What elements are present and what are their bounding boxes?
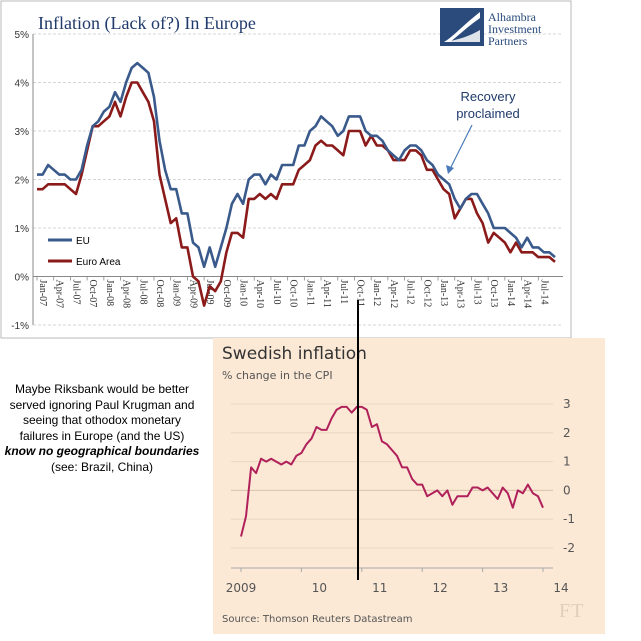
ft-y-tick-label: 2 bbox=[563, 426, 571, 440]
ft-x-tick-label: 14 bbox=[553, 581, 568, 595]
ft-x-tick-label: 12 bbox=[433, 581, 448, 595]
legend-euro-area-label: Euro Area bbox=[76, 257, 121, 268]
x-tick-label: Jan-10 bbox=[238, 280, 249, 307]
x-tick-label: Jan-07 bbox=[37, 280, 48, 307]
chart-frame bbox=[0, 0, 572, 339]
x-tick-label: Apr-08 bbox=[121, 280, 132, 309]
x-tick-label: Apr-13 bbox=[455, 280, 466, 309]
x-tick-label: Apr-12 bbox=[388, 280, 399, 309]
commentary-tail: (see: Brazil, China) bbox=[50, 459, 154, 474]
series-eu bbox=[37, 61, 556, 269]
x-tick-label: Oct-10 bbox=[288, 280, 299, 308]
eu-inflation-chart: 5% 4% 3% 2% 1% 0% -1% Jan-07 Apr-07 Jul-07 Oct-07… bbox=[0, 0, 572, 339]
commentary-plain: Maybe Riksbank would be better served ig… bbox=[9, 382, 195, 443]
alignment-marker-line bbox=[357, 300, 359, 580]
legend-eu-label: EU bbox=[76, 236, 90, 247]
recovery-annotation: Recovery proclaimed bbox=[446, 89, 520, 174]
logo-line-3: Partners bbox=[488, 34, 528, 48]
x-tick-label: Oct-09 bbox=[221, 280, 232, 308]
ft-chart-title: Swedish inflation bbox=[222, 344, 367, 364]
x-tick-label: Jan-14 bbox=[505, 280, 516, 307]
logo-line-2: Investment bbox=[488, 22, 542, 36]
logo-line-1: Alhambra bbox=[488, 10, 536, 24]
annotation-arrow bbox=[449, 124, 473, 170]
x-tick-label: Jan-13 bbox=[438, 280, 449, 307]
ft-source-note: Source: Thomson Reuters Datastream bbox=[222, 614, 413, 625]
legend: EU Euro Area bbox=[48, 236, 121, 268]
x-tick-label: Jan-09 bbox=[171, 280, 182, 307]
x-tick-label: Oct-11 bbox=[354, 280, 365, 307]
y-tick-label: 1% bbox=[15, 224, 30, 235]
ft-series-line bbox=[240, 405, 544, 537]
ft-x-tick-label: 2009 bbox=[226, 581, 257, 595]
x-tick-label: Jan-11 bbox=[304, 280, 315, 306]
y-tick-label: 4% bbox=[15, 79, 30, 90]
x-tick-label: Oct-07 bbox=[87, 280, 98, 308]
chart-title: Inflation (Lack of?) In Europe bbox=[38, 13, 256, 34]
annotation-line-2: proclaimed bbox=[456, 106, 520, 121]
commentary-bold: know no geographical boundaries bbox=[4, 444, 200, 458]
y-tick-label: 3% bbox=[15, 127, 30, 138]
ft-x-tick-label: 11 bbox=[372, 581, 387, 595]
annotation-line-1: Recovery bbox=[461, 89, 516, 104]
y-tick-label: -1% bbox=[11, 321, 29, 332]
x-tick-label: Jul-07 bbox=[70, 280, 81, 305]
annotation-arrow-head bbox=[446, 165, 454, 174]
x-tick-label: Apr-09 bbox=[187, 280, 198, 309]
x-tick-label: Apr-07 bbox=[54, 280, 65, 309]
x-tick-label: Jul-10 bbox=[271, 280, 282, 305]
alhambra-logo bbox=[440, 8, 580, 48]
x-tick-label: Jul-08 bbox=[137, 280, 148, 305]
x-tick-label: Jul-12 bbox=[405, 280, 416, 305]
x-tick-label: Jan-08 bbox=[104, 280, 115, 307]
ft-y-tick-label: -2 bbox=[563, 541, 575, 555]
swedish-inflation-chart: Swedish inflation % change in the CPI 3 2… bbox=[213, 338, 605, 634]
x-tick-label: Oct-08 bbox=[154, 280, 165, 308]
x-tick-label: Jul-13 bbox=[471, 280, 482, 305]
logo-mark-icon bbox=[440, 8, 484, 46]
series-euro-area bbox=[37, 81, 556, 307]
y-tick-label: 0% bbox=[15, 273, 30, 284]
logo-text: Alhambra Investment Partners bbox=[488, 11, 541, 47]
x-tick-label: Jul-14 bbox=[538, 280, 549, 305]
ft-y-tick-label: 3 bbox=[563, 397, 571, 411]
ft-chart-subtitle: % change in the CPI bbox=[222, 369, 333, 382]
ft-y-tick-label: 1 bbox=[563, 455, 571, 469]
commentary-text: Maybe Riksbank would be better served ig… bbox=[4, 382, 200, 475]
x-tick-label: Oct-13 bbox=[488, 280, 499, 308]
ft-x-tick-label: 10 bbox=[312, 581, 327, 595]
ft-y-tick-label: -1 bbox=[563, 512, 575, 526]
x-tick-label: Jul-11 bbox=[338, 280, 349, 305]
x-tick-label: Apr-10 bbox=[254, 280, 265, 309]
y-tick-label: 2% bbox=[15, 176, 30, 187]
x-tick-label: Oct-12 bbox=[421, 280, 432, 308]
y-tick-label: 5% bbox=[15, 30, 30, 41]
ft-y-tick-label: 0 bbox=[563, 483, 571, 497]
x-tick-label: Apr-11 bbox=[321, 280, 332, 308]
x-tick-label: Jan-12 bbox=[371, 280, 382, 307]
ft-logo: FT bbox=[559, 600, 585, 622]
x-tick-label: Apr-14 bbox=[522, 280, 533, 309]
ft-x-tick-label: 13 bbox=[493, 581, 508, 595]
x-tick-label: Jul-09 bbox=[204, 280, 215, 305]
